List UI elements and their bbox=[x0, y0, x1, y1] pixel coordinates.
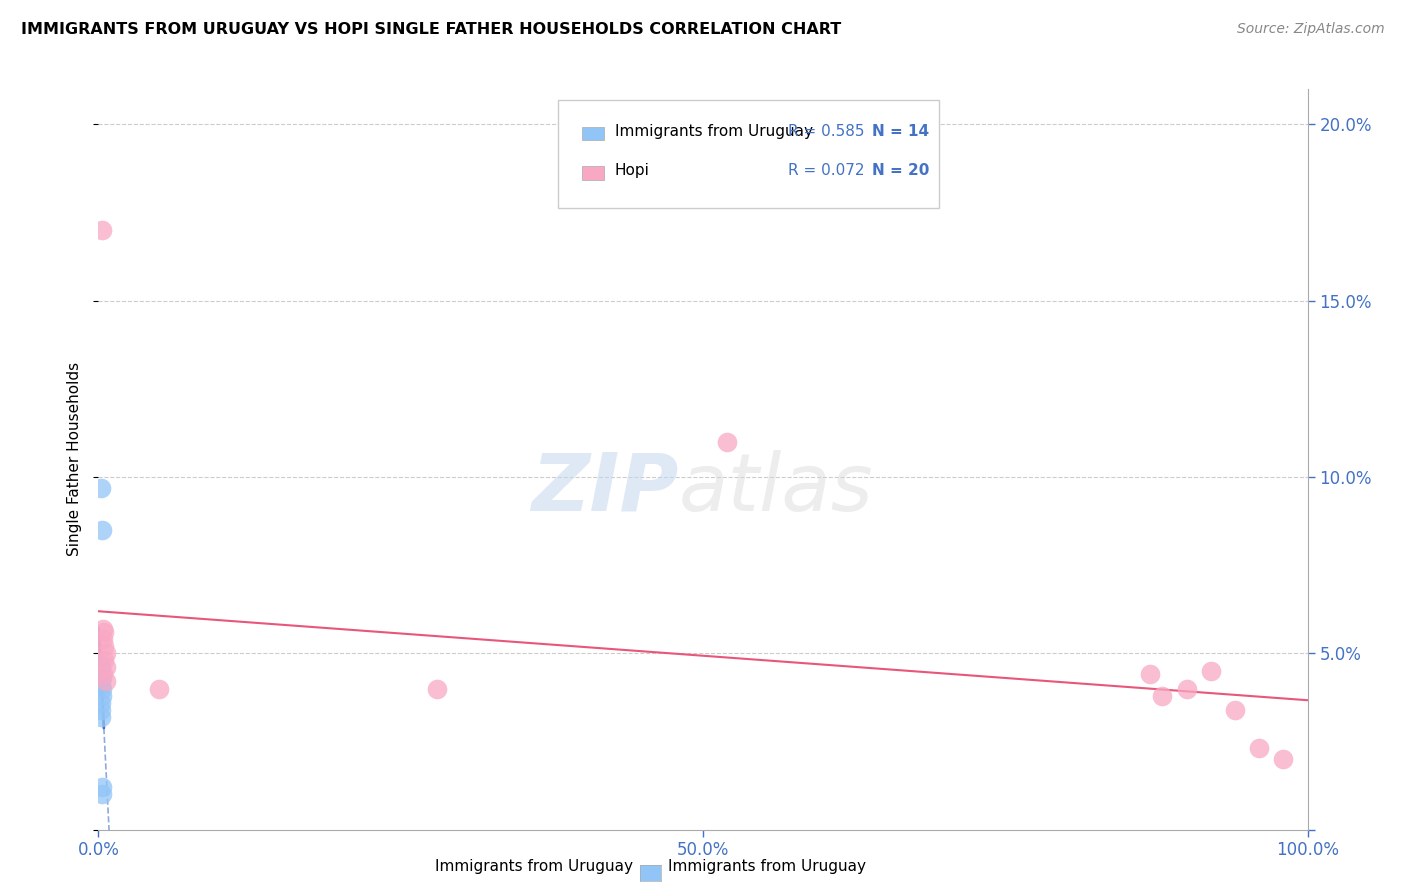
Text: atlas: atlas bbox=[679, 450, 873, 528]
Point bbox=[1249, 741, 1271, 756]
Text: Immigrants from Uruguay: Immigrants from Uruguay bbox=[668, 859, 866, 874]
Point bbox=[148, 681, 170, 696]
Text: ZIP: ZIP bbox=[531, 450, 679, 528]
Text: Source: ZipAtlas.com: Source: ZipAtlas.com bbox=[1237, 22, 1385, 37]
Point bbox=[94, 646, 117, 660]
Point bbox=[90, 703, 112, 717]
Point bbox=[93, 639, 115, 653]
Point bbox=[91, 689, 114, 703]
Point bbox=[89, 657, 111, 671]
Text: IMMIGRANTS FROM URUGUAY VS HOPI SINGLE FATHER HOUSEHOLDS CORRELATION CHART: IMMIGRANTS FROM URUGUAY VS HOPI SINGLE F… bbox=[21, 22, 841, 37]
Point bbox=[91, 671, 114, 685]
Point bbox=[91, 787, 114, 801]
FancyBboxPatch shape bbox=[582, 166, 603, 179]
Text: R = 0.585: R = 0.585 bbox=[787, 124, 865, 139]
Point bbox=[716, 434, 738, 449]
Point bbox=[90, 481, 112, 495]
Point bbox=[90, 678, 112, 692]
Point bbox=[426, 681, 449, 696]
Point bbox=[90, 710, 112, 724]
Point bbox=[93, 653, 115, 667]
Text: N = 20: N = 20 bbox=[872, 163, 929, 178]
Y-axis label: Single Father Households: Single Father Households bbox=[67, 362, 83, 557]
Point bbox=[91, 667, 114, 681]
Point bbox=[94, 660, 117, 674]
Point bbox=[1152, 689, 1174, 703]
Text: R = 0.072: R = 0.072 bbox=[787, 163, 865, 178]
Point bbox=[90, 667, 112, 681]
Point bbox=[90, 696, 112, 710]
Point bbox=[91, 780, 114, 795]
Point bbox=[91, 622, 114, 636]
Text: Hopi: Hopi bbox=[614, 163, 650, 178]
Point bbox=[1272, 752, 1295, 766]
Text: Immigrants from Uruguay: Immigrants from Uruguay bbox=[614, 124, 813, 139]
Point bbox=[90, 660, 112, 674]
FancyBboxPatch shape bbox=[582, 127, 603, 140]
Point bbox=[91, 223, 114, 237]
Point bbox=[1223, 703, 1246, 717]
Point bbox=[1139, 667, 1161, 681]
Point bbox=[1199, 664, 1222, 678]
Point bbox=[91, 523, 114, 537]
Text: N = 14: N = 14 bbox=[872, 124, 929, 139]
Text: Immigrants from Uruguay: Immigrants from Uruguay bbox=[434, 859, 633, 874]
Point bbox=[1175, 681, 1198, 696]
Point bbox=[91, 681, 114, 696]
FancyBboxPatch shape bbox=[558, 100, 939, 208]
Point bbox=[94, 674, 117, 689]
Point bbox=[93, 625, 115, 640]
Point bbox=[91, 632, 114, 647]
